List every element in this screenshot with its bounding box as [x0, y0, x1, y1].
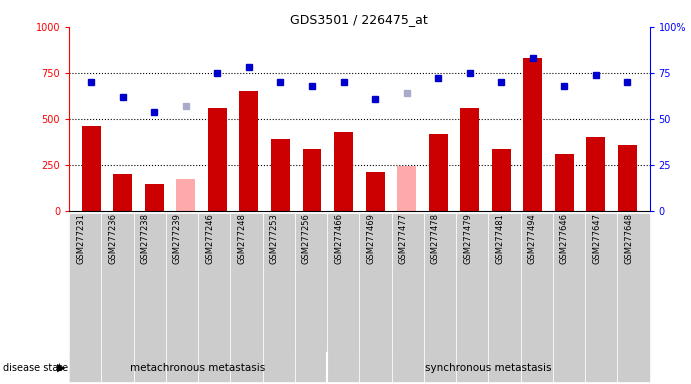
Title: GDS3501 / 226475_at: GDS3501 / 226475_at [290, 13, 428, 26]
Text: GSM277248: GSM277248 [238, 213, 247, 264]
Text: GSM277469: GSM277469 [366, 213, 375, 264]
Bar [492, 149, 511, 211]
Bar [240, 91, 258, 211]
Text: GSM277466: GSM277466 [334, 213, 343, 264]
Text: GSM277494: GSM277494 [528, 213, 537, 264]
Text: ▶: ▶ [57, 362, 65, 373]
Text: GSM277239: GSM277239 [173, 213, 182, 264]
Bar [82, 126, 101, 211]
Bar [366, 172, 385, 211]
Text: GSM277479: GSM277479 [463, 213, 472, 264]
Text: disease state: disease state [3, 362, 68, 373]
Bar [397, 166, 416, 211]
Bar [587, 137, 605, 211]
Text: GSM277647: GSM277647 [592, 213, 601, 264]
Text: metachronous metastasis: metachronous metastasis [131, 362, 266, 373]
Bar [303, 149, 321, 211]
Text: GSM277256: GSM277256 [302, 213, 311, 264]
Text: GSM277253: GSM277253 [269, 213, 278, 264]
Text: GSM277238: GSM277238 [141, 213, 150, 264]
Bar [208, 108, 227, 211]
Bar [334, 132, 353, 211]
Bar [618, 145, 637, 211]
Text: GSM277246: GSM277246 [205, 213, 214, 264]
Text: GSM277478: GSM277478 [431, 213, 440, 264]
Bar [460, 108, 479, 211]
Bar [523, 58, 542, 211]
Bar [176, 179, 196, 211]
Bar [113, 174, 132, 211]
Text: GSM277646: GSM277646 [560, 213, 569, 264]
Bar [555, 154, 574, 211]
Text: GSM277231: GSM277231 [76, 213, 85, 264]
Bar [428, 134, 448, 211]
Bar [271, 139, 290, 211]
Text: GSM277477: GSM277477 [399, 213, 408, 264]
Text: GSM277648: GSM277648 [625, 213, 634, 264]
Text: GSM277481: GSM277481 [495, 213, 504, 264]
Text: synchronous metastasis: synchronous metastasis [425, 362, 551, 373]
Text: GSM277236: GSM277236 [108, 213, 117, 264]
Bar [145, 184, 164, 211]
